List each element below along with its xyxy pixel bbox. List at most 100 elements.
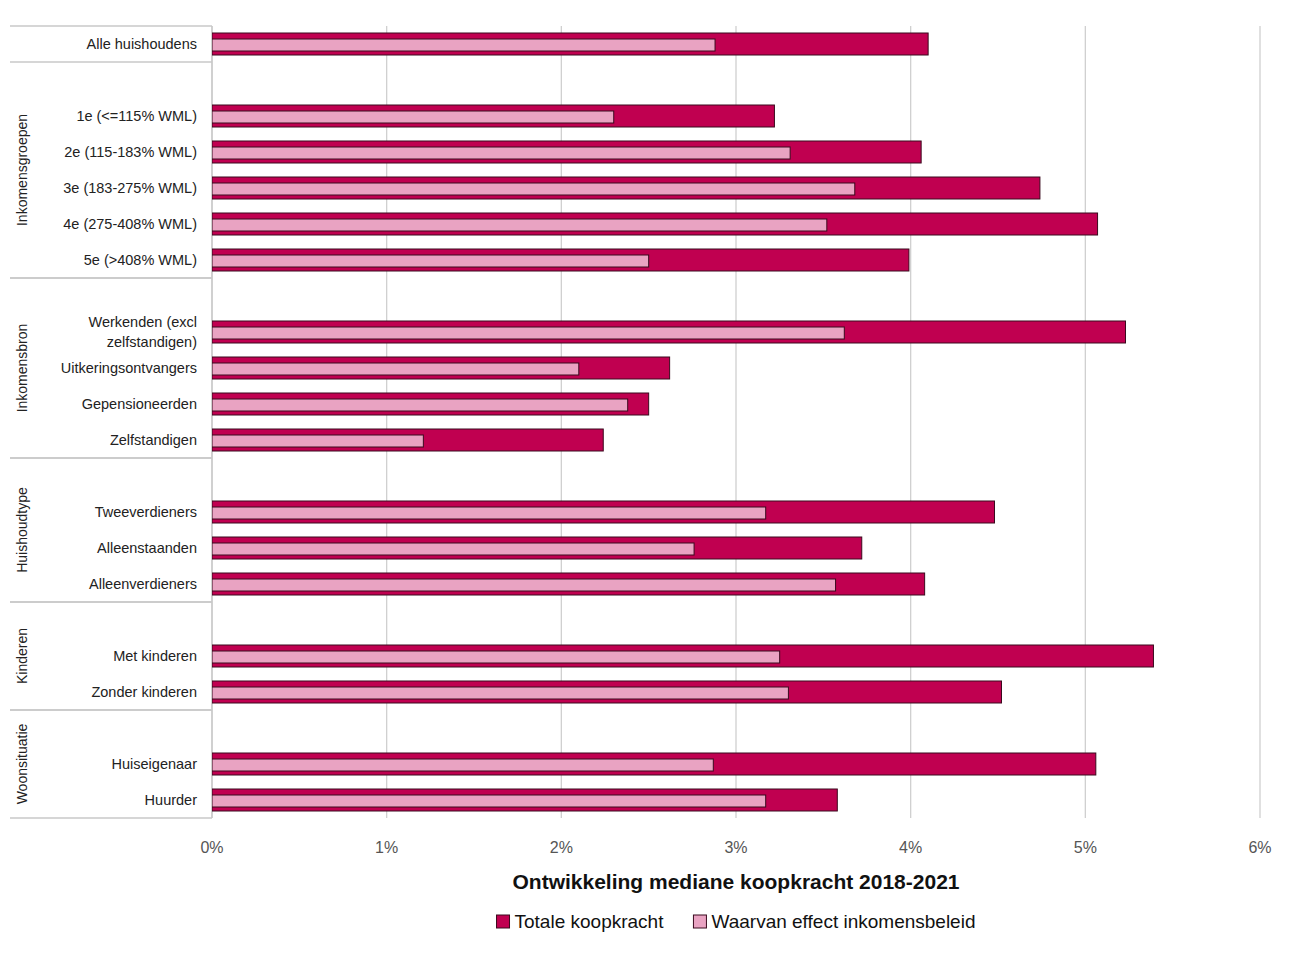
bar <box>212 399 628 411</box>
category-label: Uitkeringsontvangers <box>61 360 197 376</box>
category-label-line: Uitkeringsontvangers <box>61 360 197 376</box>
bar <box>212 501 995 523</box>
tick-label: 0% <box>200 839 223 856</box>
grid <box>212 26 1260 818</box>
legend-label: Totale koopkracht <box>515 911 665 932</box>
category-label-line: Alle huishoudens <box>87 36 197 52</box>
category-label: Zonder kinderen <box>91 684 197 700</box>
category-label: Gepensioneerden <box>82 396 197 412</box>
bar <box>212 183 855 195</box>
bar <box>212 429 603 451</box>
bar <box>212 321 1126 343</box>
bar <box>212 687 788 699</box>
category-label-line: Zelfstandigen <box>110 432 197 448</box>
bar <box>212 213 1098 235</box>
category-label: 1e (<=115% WML) <box>76 108 197 124</box>
category-label: Werkenden (excl zelfstandigen) <box>88 314 197 350</box>
tick-label: 6% <box>1248 839 1271 856</box>
bar <box>212 177 1040 199</box>
bar <box>212 141 921 163</box>
group-label: Huishoudtype <box>14 487 30 573</box>
bar <box>212 39 715 51</box>
group-label: Inkomensbron <box>14 324 30 413</box>
grid-line <box>1259 26 1260 818</box>
category-label: Tweeverdieners <box>95 504 197 520</box>
tick-label: 2% <box>550 839 573 856</box>
bar <box>212 363 579 375</box>
category-label: 3e (183-275% WML) <box>63 180 197 196</box>
grid-line <box>1085 26 1086 818</box>
chart: Inkomensgroepen Inkomensbron Huishoudtype K… <box>0 0 1299 961</box>
bar <box>212 789 837 811</box>
category-label-line: Huurder <box>145 792 198 808</box>
bar <box>212 327 844 339</box>
bar <box>212 579 836 591</box>
bar <box>212 795 766 807</box>
bar <box>212 543 694 555</box>
bar <box>212 651 780 663</box>
category-label-line: zelfstandigen) <box>107 334 197 350</box>
tick-label: 5% <box>1074 839 1097 856</box>
group-label: Woonsituatie <box>14 723 30 804</box>
bar <box>212 33 928 55</box>
bar <box>212 249 909 271</box>
separator <box>10 61 212 62</box>
bar <box>212 393 649 415</box>
x-axis: 0% 1% 2% 3% 4% 5% 6% Ontwikkeling mediane koopk… <box>200 839 1271 893</box>
separator <box>10 457 212 458</box>
separator <box>10 709 212 710</box>
separator <box>10 817 212 818</box>
bar <box>212 537 862 559</box>
bar <box>212 357 670 379</box>
category-label-line: Huiseigenaar <box>112 756 198 772</box>
legend-swatch <box>497 915 510 928</box>
category-label: 4e (275-408% WML) <box>63 216 197 232</box>
tick-label: 4% <box>899 839 922 856</box>
bar <box>212 681 1001 703</box>
category-label-line: Alleenverdieners <box>89 576 197 592</box>
separator <box>10 709 212 710</box>
category-label-line: Zonder kinderen <box>91 684 197 700</box>
bar <box>212 753 1096 775</box>
category-label-line: Met kinderen <box>113 648 197 664</box>
category-label-line: Alleenstaanden <box>97 540 197 556</box>
tick-label: 1% <box>375 839 398 856</box>
bar <box>212 507 766 519</box>
category-label: 2e (115-183% WML) <box>64 144 197 160</box>
separator <box>10 457 212 458</box>
bar <box>212 435 423 447</box>
category-label-line: 4e (275-408% WML) <box>63 216 197 232</box>
bar <box>212 645 1153 667</box>
category-label: Alleenverdieners <box>89 576 197 592</box>
category-label: Zelfstandigen <box>110 432 197 448</box>
category-label-line: 5e (>408% WML) <box>84 252 197 268</box>
bar <box>212 105 774 127</box>
category-label: 5e (>408% WML) <box>84 252 197 268</box>
category-label: Alleenstaanden <box>97 540 197 556</box>
category-label: Alle huishoudens <box>87 36 197 52</box>
bar <box>212 255 649 267</box>
separator <box>10 277 212 278</box>
bar <box>212 219 827 231</box>
category-label-line: Tweeverdieners <box>95 504 197 520</box>
bar <box>212 759 713 771</box>
bar <box>212 573 925 595</box>
separator <box>10 601 212 602</box>
group-label: Inkomensgroepen <box>14 114 30 226</box>
category-label-line: 1e (<=115% WML) <box>76 108 197 124</box>
legend-swatch <box>693 915 706 928</box>
bars <box>212 33 1153 811</box>
tick-label: 3% <box>724 839 747 856</box>
category-label-line: Werkenden (excl <box>88 314 197 330</box>
group-label: Kinderen <box>14 628 30 684</box>
bar <box>212 111 614 123</box>
category-panel: Inkomensgroepen Inkomensbron Huishoudtype K… <box>10 26 212 818</box>
category-label-line: 2e (115-183% WML) <box>64 144 197 160</box>
axis-title: Ontwikkeling mediane koopkracht 2018-202… <box>512 870 959 893</box>
category-label: Huurder <box>145 792 198 808</box>
category-label: Huiseigenaar <box>112 756 198 772</box>
bar <box>212 147 790 159</box>
category-label: Met kinderen <box>113 648 197 664</box>
category-label-line: Gepensioneerden <box>82 396 197 412</box>
legend-label: Waarvan effect inkomensbeleid <box>711 911 975 932</box>
